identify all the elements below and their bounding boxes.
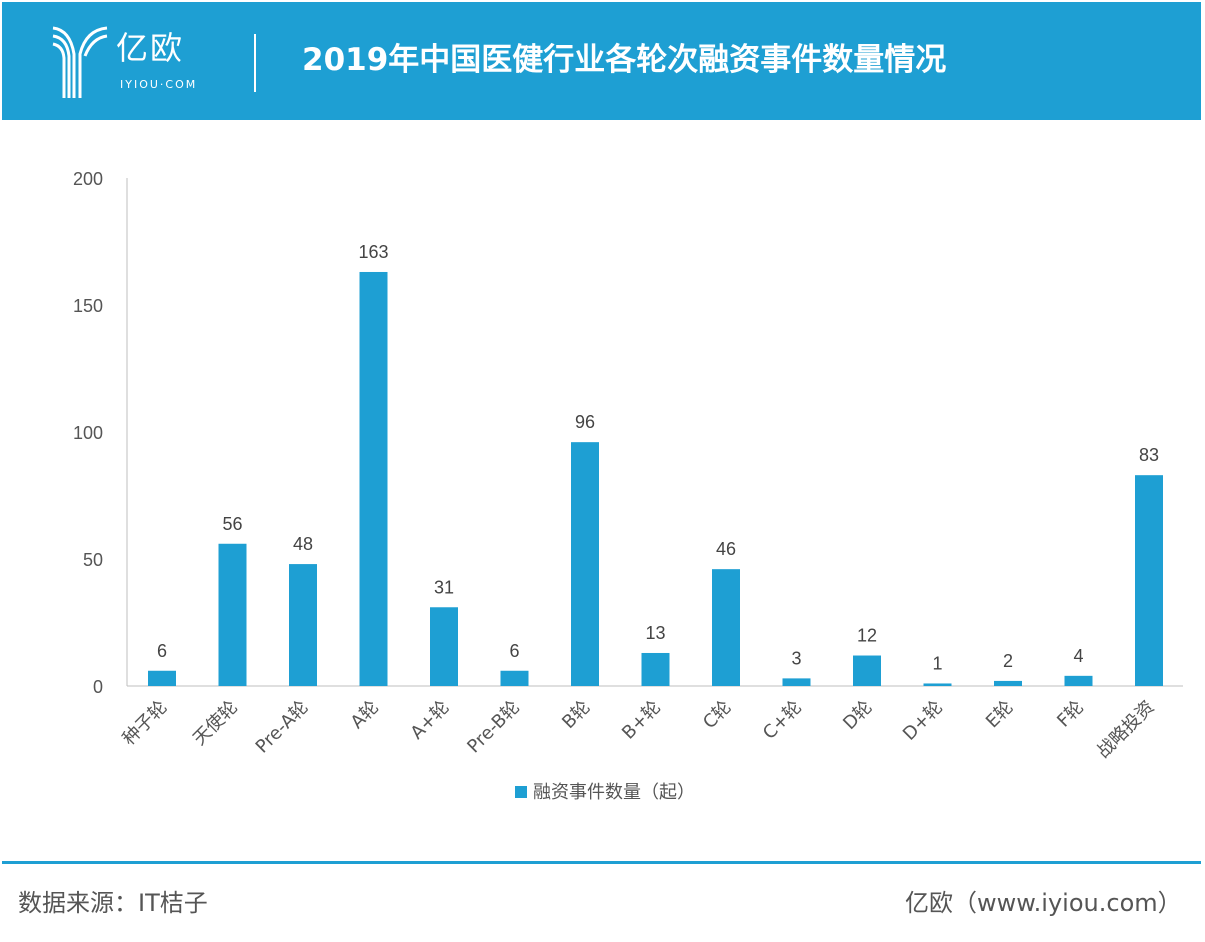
y-tick-label: 200: [73, 169, 103, 189]
x-tick-label: A轮: [347, 697, 383, 733]
bar-14: [1135, 475, 1163, 686]
data-label: 6: [509, 641, 519, 661]
data-label: 31: [434, 577, 454, 597]
data-label: 2: [1003, 651, 1013, 671]
legend-label: 融资事件数量（起）: [533, 782, 695, 803]
header-divider: [254, 34, 256, 92]
x-tick-label: F轮: [1053, 697, 1088, 732]
data-label: 13: [645, 623, 665, 643]
x-tick-label: 种子轮: [119, 697, 172, 750]
y-tick-label: 50: [83, 550, 103, 570]
data-source: 数据来源：IT桔子: [18, 889, 208, 917]
bar-chart: 0501001502006种子轮56天使轮48Pre-A轮163A轮31A+轮6…: [73, 169, 1183, 803]
bar-2: [289, 564, 317, 686]
page-title: 2019年中国医健行业各轮次融资事件数量情况: [302, 42, 947, 78]
legend-swatch: [515, 786, 527, 798]
x-tick-label: C+轮: [759, 697, 806, 744]
bar-10: [853, 655, 881, 686]
bar-3: [359, 271, 388, 686]
x-tick-label: B轮: [558, 697, 594, 733]
bar-11: [923, 683, 952, 686]
site-credit: 亿欧（www.iyiou.com）: [905, 889, 1182, 917]
data-label: 48: [293, 534, 313, 554]
logo-domain: IYIOU·COM: [120, 78, 198, 91]
x-tick-label: 天使轮: [189, 697, 242, 750]
iyiou-logo-icon: [52, 26, 108, 98]
x-tick-label: D轮: [839, 697, 876, 734]
bar-5: [500, 670, 529, 686]
data-label: 163: [358, 242, 388, 262]
bar-12: [994, 680, 1022, 686]
data-label: 56: [222, 514, 242, 534]
bar-6: [571, 442, 599, 686]
x-tick-label: B+轮: [618, 697, 665, 744]
x-tick-label: E轮: [982, 697, 1018, 733]
data-label: 3: [791, 648, 801, 668]
x-tick-label: Pre-B轮: [463, 697, 524, 758]
x-tick-label: C轮: [699, 697, 735, 733]
footer-divider: [2, 861, 1201, 864]
bar-0: [148, 670, 176, 686]
x-tick-label: 战略投资: [1093, 697, 1159, 763]
data-label: 1: [932, 653, 942, 673]
x-tick-label: D+轮: [899, 697, 947, 745]
x-tick-label: Pre-A轮: [252, 697, 313, 758]
data-label: 4: [1073, 646, 1083, 666]
x-tick-label: A+轮: [407, 697, 454, 744]
logo-text: 亿欧: [116, 29, 185, 67]
bar-13: [1064, 675, 1093, 686]
data-label: 83: [1139, 445, 1159, 465]
data-label: 6: [157, 641, 167, 661]
data-label: 46: [716, 539, 736, 559]
y-tick-label: 100: [73, 423, 103, 443]
bar-9: [782, 678, 811, 686]
header-banner: 亿欧 IYIOU·COM 2019年中国医健行业各轮次融资事件数量情况: [2, 2, 1201, 120]
data-label: 96: [575, 412, 595, 432]
data-label: 12: [857, 626, 877, 646]
bar-8: [712, 569, 740, 686]
y-tick-label: 150: [73, 296, 103, 316]
bar-1: [218, 543, 247, 686]
bar-7: [641, 652, 670, 686]
y-tick-label: 0: [93, 677, 103, 697]
bar-4: [430, 607, 458, 686]
